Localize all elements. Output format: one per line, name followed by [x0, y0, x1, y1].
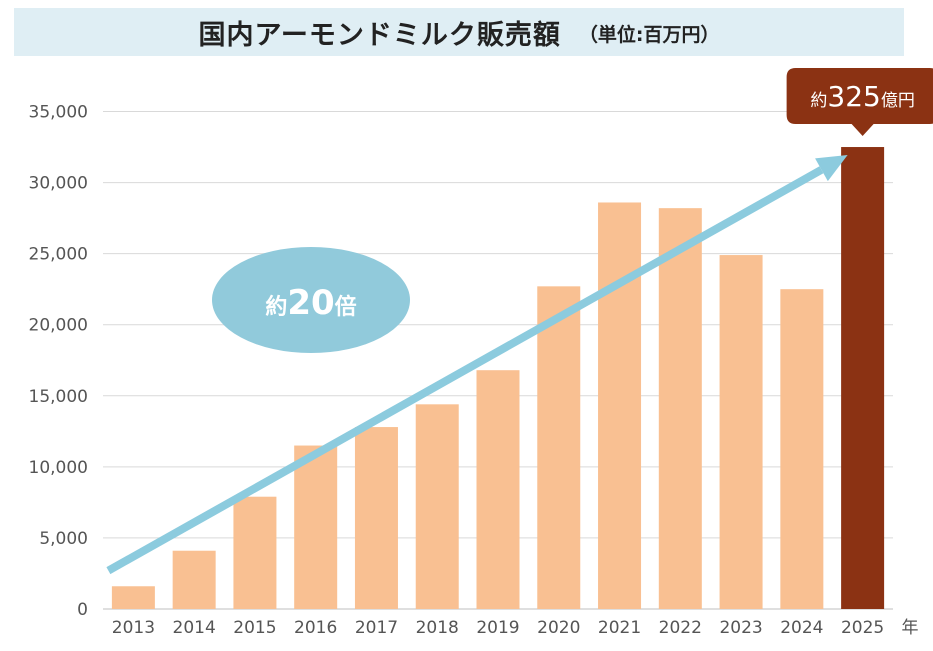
- y-tick-label: 30,000: [29, 174, 88, 194]
- x-tick-label: 2022: [659, 618, 702, 638]
- title-banner: 国内アーモンドミルク販売額 （単位:百万円）: [14, 8, 904, 56]
- callout-label: 約325億円: [810, 80, 914, 113]
- growth-label-suffix: 倍: [335, 294, 357, 320]
- bar-2019: [476, 370, 520, 609]
- bar-2015: [233, 496, 277, 609]
- bar-2017: [354, 427, 398, 609]
- y-tick-label: 15,000: [29, 387, 88, 407]
- bar-2014: [172, 550, 216, 609]
- callout-suffix: 億円: [881, 91, 915, 111]
- bar-2020: [537, 286, 581, 609]
- x-tick-label: 2014: [173, 618, 216, 638]
- x-tick-label: 2015: [233, 618, 276, 638]
- x-axis-unit: 年: [902, 618, 919, 638]
- y-tick-label: 5,000: [39, 529, 88, 549]
- trend-arrow-shaft: [106, 166, 824, 575]
- bars: [111, 147, 885, 610]
- x-tick-label: 2017: [355, 618, 398, 638]
- bar-2022: [658, 208, 702, 609]
- x-axis-ticks: 2013 2014 2015 2016 2017 2018 2019 2020 2021 2022…: [112, 618, 884, 638]
- chart-title: 国内アーモンドミルク販売額: [198, 19, 561, 51]
- x-tick-label: 2023: [719, 618, 762, 638]
- bar-2023: [719, 255, 763, 610]
- x-tick-label: 2025: [841, 618, 884, 638]
- unit-label: （単位:百万円）: [578, 24, 720, 46]
- trend-arrow-head: [815, 155, 848, 182]
- x-tick-label: 2024: [780, 618, 823, 638]
- trend-arrow: [106, 155, 848, 575]
- x-tick-label: 2021: [598, 618, 641, 638]
- value-callout: 約325億円: [786, 68, 933, 136]
- growth-ellipse: [212, 247, 410, 353]
- growth-callout: 約20倍: [212, 247, 410, 353]
- callout-box: [786, 68, 933, 136]
- bar-2024: [780, 289, 824, 609]
- bar-2025: [841, 147, 885, 610]
- bar-2021: [598, 202, 642, 609]
- x-tick-label: 2019: [476, 618, 519, 638]
- y-tick-label: 20,000: [29, 316, 88, 336]
- y-tick-label: 35,000: [29, 103, 88, 123]
- bar-2018: [415, 404, 459, 609]
- bar-2016: [294, 445, 338, 609]
- x-tick-label: 2020: [537, 618, 580, 638]
- growth-label-prefix: 約: [265, 294, 287, 320]
- callout-number: 325: [827, 80, 880, 113]
- callout-prefix: 約: [810, 91, 827, 111]
- x-tick-label: 2018: [416, 618, 459, 638]
- x-tick-label: 2013: [112, 618, 155, 638]
- growth-label-number: 20: [287, 283, 334, 323]
- x-tick-label: 2016: [294, 618, 337, 638]
- y-tick-label: 10,000: [29, 458, 88, 478]
- y-tick-label: 0: [77, 600, 88, 620]
- y-tick-label: 25,000: [29, 245, 88, 265]
- growth-label: 約20倍: [265, 283, 356, 323]
- bar-2013: [111, 586, 155, 609]
- y-axis-ticks: 0 5,000 10,000 15,000 20,000 25,000 30,000 35,0…: [29, 103, 88, 621]
